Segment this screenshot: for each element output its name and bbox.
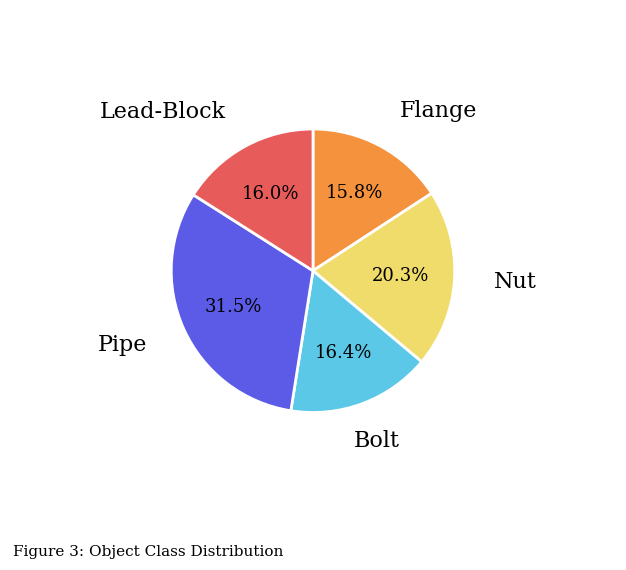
Text: 16.0%: 16.0% <box>242 185 299 203</box>
Wedge shape <box>313 193 454 362</box>
Text: 16.4%: 16.4% <box>315 344 372 362</box>
Text: Pipe: Pipe <box>98 335 148 356</box>
Text: 15.8%: 15.8% <box>326 185 384 202</box>
Wedge shape <box>193 129 313 271</box>
Text: Figure 3: Object Class Distribution: Figure 3: Object Class Distribution <box>13 544 283 559</box>
Wedge shape <box>172 195 313 411</box>
Text: 20.3%: 20.3% <box>372 267 429 285</box>
Text: Nut: Nut <box>494 271 537 292</box>
Wedge shape <box>291 271 422 413</box>
Text: Bolt: Bolt <box>354 430 399 451</box>
Text: Lead-Block: Lead-Block <box>100 101 225 123</box>
Text: Flange: Flange <box>399 100 477 122</box>
Wedge shape <box>313 129 432 271</box>
Text: 31.5%: 31.5% <box>204 298 262 316</box>
